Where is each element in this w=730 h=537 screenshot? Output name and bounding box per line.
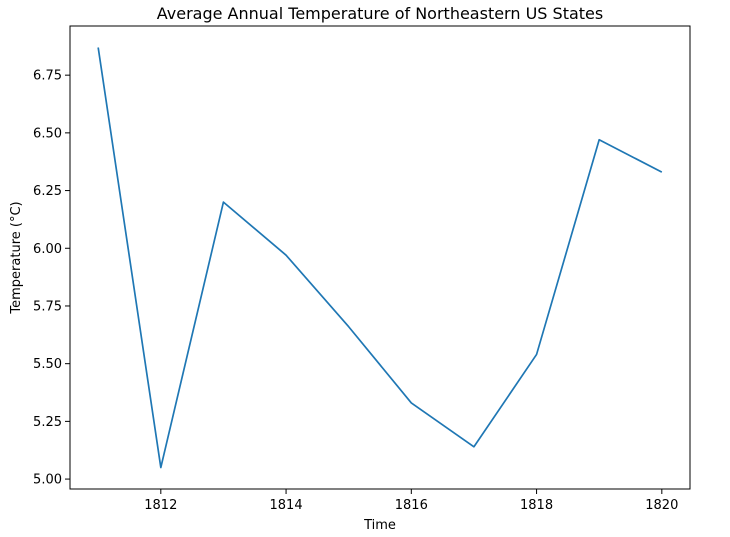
x-tick-label: 1812 <box>144 498 177 513</box>
plot-frame <box>69 25 691 490</box>
y-tick-label: 5.75 <box>33 299 62 314</box>
chart-title: Average Annual Temperature of Northeaste… <box>157 4 603 23</box>
y-tick-label: 5.25 <box>33 415 62 430</box>
y-tick-label: 5.50 <box>33 357 62 372</box>
y-tick-label: 6.00 <box>33 242 62 257</box>
y-tick-label: 6.50 <box>33 126 62 141</box>
x-tick-label: 1820 <box>645 498 678 513</box>
series-line <box>97 47 663 469</box>
x-axis: 1812 1814 1816 1818 1820 <box>144 489 678 513</box>
series-layer <box>97 47 663 469</box>
y-axis-title: Temperature (°C) <box>9 201 24 314</box>
x-tick-label: 1816 <box>395 498 428 513</box>
y-tick-label: 6.75 <box>33 69 62 84</box>
x-tick-label: 1814 <box>270 498 303 513</box>
x-tick-label: 1818 <box>520 498 553 513</box>
plot-area <box>69 25 691 490</box>
y-axis: 5.00 5.25 5.50 5.75 6.00 6.25 6.50 6.75 <box>33 69 70 488</box>
x-axis-title: Time <box>363 518 396 533</box>
y-tick-label: 5.00 <box>33 473 62 488</box>
y-tick-label: 6.25 <box>33 184 62 199</box>
